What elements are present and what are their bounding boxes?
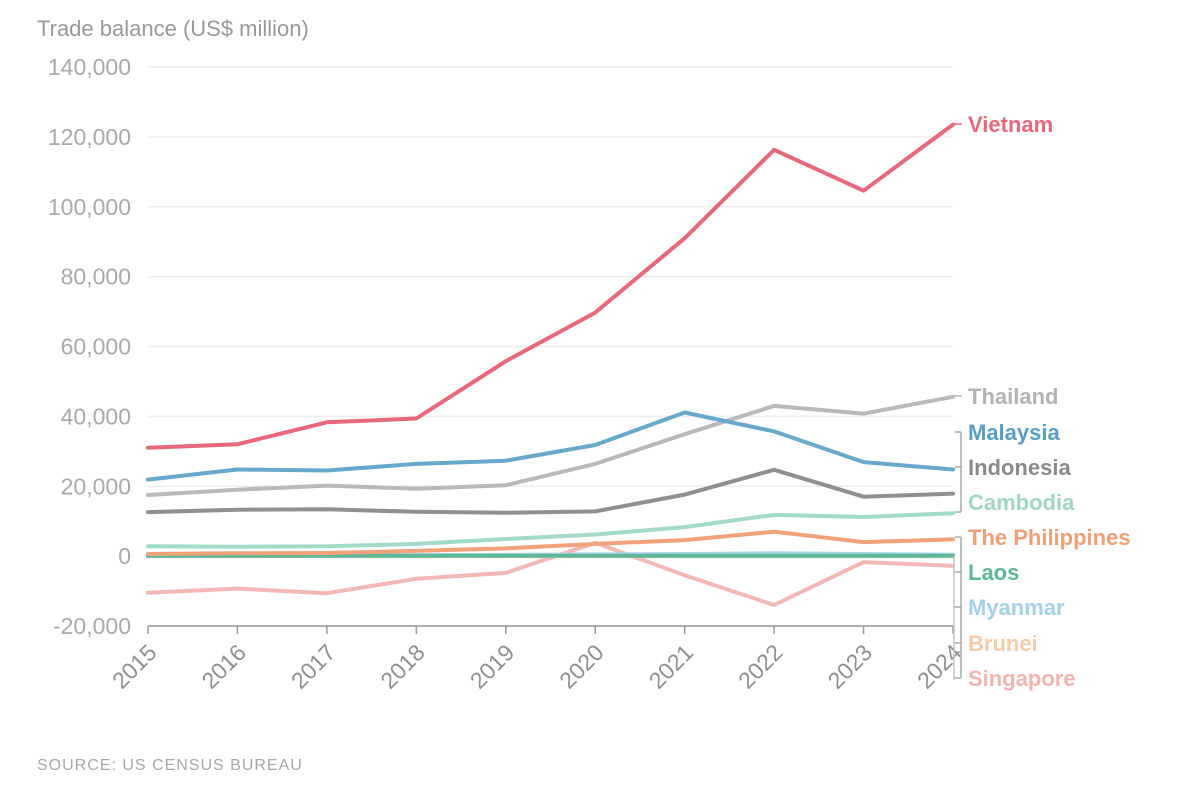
- y-tick-label: -20,000: [53, 613, 131, 639]
- series-line-indonesia: [146, 467, 955, 515]
- x-tick-label: 2017: [286, 639, 341, 694]
- x-axis-ticks: 2015 2016 2017 2018 2019 2020 2021 2022 2023 2024: [107, 625, 967, 694]
- legend-label-vietnam: Vietnam: [968, 112, 1053, 137]
- legend-label-thailand: Thailand: [968, 384, 1058, 409]
- series-line-cambodia: [146, 511, 955, 549]
- x-tick-label: 2016: [196, 639, 251, 694]
- x-tick-label: 2018: [375, 639, 430, 694]
- legend-bracket: [953, 123, 962, 680]
- y-tick-label: 40,000: [61, 403, 131, 429]
- x-tick-label: 2021: [644, 639, 699, 694]
- gridlines: [148, 66, 953, 627]
- legend-label-cambodia: Cambodia: [968, 490, 1075, 515]
- source-note: SOURCE: US CENSUS BUREAU: [37, 757, 303, 774]
- series-lines: [146, 122, 955, 607]
- legend-label-singapore: Singapore: [968, 666, 1076, 691]
- series-line-vietnam: [146, 122, 955, 450]
- legend-label-indonesia: Indonesia: [968, 455, 1071, 480]
- legend-label-laos: Laos: [968, 560, 1019, 585]
- x-tick-label: 2019: [465, 639, 520, 694]
- y-tick-label: 140,000: [48, 54, 131, 80]
- y-tick-label: 20,000: [61, 473, 131, 499]
- x-tick-label: 2015: [107, 639, 162, 694]
- series-line-the-philippines: [146, 529, 955, 556]
- y-tick-label: 120,000: [48, 124, 131, 150]
- series-line-malaysia: [146, 410, 955, 482]
- series-line-thailand: [146, 394, 955, 497]
- x-tick-label: 2024: [912, 639, 967, 694]
- legend-label-malaysia: Malaysia: [968, 420, 1060, 445]
- legend: Vietnam Thailand Malaysia Indonesia Cambodia…: [968, 112, 1131, 691]
- y-tick-label: 80,000: [61, 264, 131, 290]
- legend-label-the-philippines: The Philippines: [968, 525, 1131, 550]
- x-tick-label: 2020: [554, 639, 609, 694]
- y-axis-title: Trade balance (US$ million): [37, 16, 309, 41]
- x-tick-label: 2023: [823, 639, 878, 694]
- legend-label-brunei: Brunei: [968, 631, 1038, 656]
- y-tick-label: 60,000: [61, 334, 131, 360]
- y-tick-label: 0: [118, 543, 131, 569]
- y-axis-ticks: -20,000 0 20,000 40,000 60,000 80,000 100,000 1…: [48, 54, 131, 639]
- legend-label-myanmar: Myanmar: [968, 595, 1065, 620]
- y-tick-label: 100,000: [48, 194, 131, 220]
- x-tick-label: 2022: [733, 639, 788, 694]
